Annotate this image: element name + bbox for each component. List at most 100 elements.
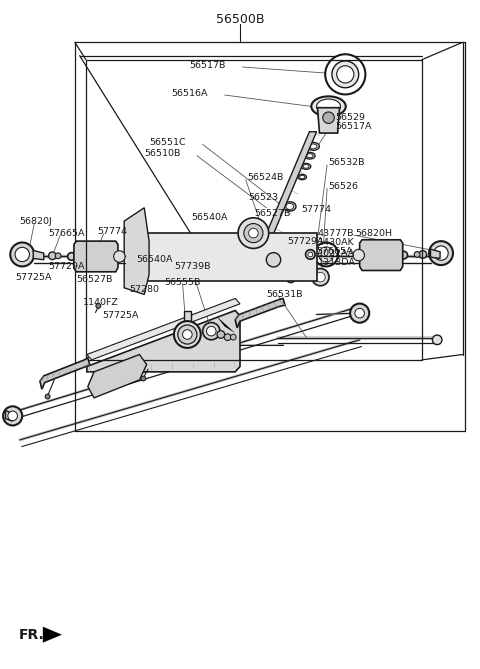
Circle shape bbox=[55, 253, 61, 259]
Circle shape bbox=[3, 406, 22, 425]
Circle shape bbox=[314, 242, 338, 266]
Polygon shape bbox=[318, 108, 339, 133]
Circle shape bbox=[323, 112, 334, 124]
Text: 57725A: 57725A bbox=[102, 311, 139, 320]
Circle shape bbox=[355, 308, 364, 318]
Circle shape bbox=[249, 228, 258, 238]
Ellipse shape bbox=[317, 99, 340, 114]
Circle shape bbox=[114, 251, 125, 262]
Circle shape bbox=[178, 325, 197, 344]
Text: 57739B: 57739B bbox=[174, 262, 210, 271]
Ellipse shape bbox=[307, 154, 313, 158]
Text: 56551C: 56551C bbox=[150, 138, 186, 147]
Ellipse shape bbox=[310, 144, 317, 149]
Circle shape bbox=[182, 330, 192, 339]
Circle shape bbox=[206, 326, 216, 336]
Circle shape bbox=[45, 394, 50, 399]
Polygon shape bbox=[43, 627, 62, 643]
Text: 57729A: 57729A bbox=[48, 262, 85, 271]
Circle shape bbox=[288, 276, 293, 280]
Text: 56500B: 56500B bbox=[216, 13, 264, 26]
Text: 56532B: 56532B bbox=[328, 158, 365, 167]
Ellipse shape bbox=[312, 96, 346, 116]
Polygon shape bbox=[183, 311, 191, 334]
Text: 57729A: 57729A bbox=[287, 237, 324, 246]
Text: 56526: 56526 bbox=[328, 182, 359, 191]
Circle shape bbox=[308, 252, 313, 257]
Text: 57774: 57774 bbox=[301, 205, 331, 213]
Circle shape bbox=[272, 270, 277, 276]
Circle shape bbox=[419, 251, 427, 258]
Circle shape bbox=[203, 322, 220, 340]
Text: 56527B: 56527B bbox=[76, 276, 113, 284]
Circle shape bbox=[429, 241, 453, 265]
Polygon shape bbox=[124, 208, 149, 294]
Circle shape bbox=[325, 54, 365, 94]
Circle shape bbox=[278, 271, 288, 280]
Circle shape bbox=[8, 411, 17, 421]
Text: 1022AA: 1022AA bbox=[318, 249, 355, 258]
Circle shape bbox=[269, 268, 280, 279]
Text: 56524B: 56524B bbox=[247, 173, 284, 182]
Text: 57665A: 57665A bbox=[48, 229, 85, 237]
Text: 56555B: 56555B bbox=[164, 278, 201, 287]
Circle shape bbox=[281, 274, 286, 278]
Circle shape bbox=[296, 274, 301, 278]
Text: FR.: FR. bbox=[19, 628, 45, 642]
Text: 56516A: 56516A bbox=[171, 88, 207, 98]
Circle shape bbox=[332, 61, 359, 88]
Polygon shape bbox=[88, 355, 147, 398]
Text: 56517A: 56517A bbox=[336, 122, 372, 131]
Circle shape bbox=[238, 218, 269, 248]
Ellipse shape bbox=[286, 203, 294, 209]
Text: 56540A: 56540A bbox=[137, 256, 173, 264]
Text: 56527B: 56527B bbox=[254, 209, 291, 217]
Circle shape bbox=[217, 330, 225, 339]
Circle shape bbox=[244, 223, 263, 243]
Polygon shape bbox=[5, 411, 12, 421]
Circle shape bbox=[350, 304, 369, 322]
Circle shape bbox=[68, 253, 75, 260]
Circle shape bbox=[294, 271, 303, 280]
Ellipse shape bbox=[298, 175, 307, 180]
Circle shape bbox=[319, 247, 334, 262]
Polygon shape bbox=[360, 240, 403, 270]
Polygon shape bbox=[74, 241, 118, 272]
Text: 1140FZ: 1140FZ bbox=[83, 298, 119, 307]
Circle shape bbox=[306, 250, 315, 260]
Polygon shape bbox=[87, 298, 240, 360]
Polygon shape bbox=[40, 358, 90, 389]
Ellipse shape bbox=[301, 163, 311, 169]
Circle shape bbox=[432, 335, 442, 345]
Circle shape bbox=[224, 334, 231, 341]
Text: 56531B: 56531B bbox=[266, 290, 303, 299]
Circle shape bbox=[174, 321, 201, 348]
Circle shape bbox=[96, 304, 101, 308]
Ellipse shape bbox=[300, 175, 305, 179]
Text: 1430AK: 1430AK bbox=[318, 238, 354, 247]
Circle shape bbox=[336, 66, 354, 83]
Text: 57725A: 57725A bbox=[15, 274, 51, 282]
Text: 43777B: 43777B bbox=[318, 229, 354, 237]
Text: 56820H: 56820H bbox=[355, 229, 392, 237]
Polygon shape bbox=[431, 249, 440, 258]
Polygon shape bbox=[216, 316, 235, 333]
Ellipse shape bbox=[305, 153, 315, 159]
Polygon shape bbox=[235, 298, 285, 328]
Text: 56820J: 56820J bbox=[19, 217, 52, 225]
Circle shape bbox=[10, 242, 34, 266]
Text: 56510B: 56510B bbox=[144, 149, 180, 158]
Text: 57280: 57280 bbox=[129, 284, 159, 294]
Circle shape bbox=[353, 250, 364, 261]
Circle shape bbox=[141, 376, 146, 381]
Polygon shape bbox=[87, 310, 240, 372]
Circle shape bbox=[287, 274, 295, 283]
Circle shape bbox=[316, 272, 325, 282]
Circle shape bbox=[400, 252, 408, 259]
Ellipse shape bbox=[303, 165, 309, 168]
Circle shape bbox=[48, 252, 56, 260]
Circle shape bbox=[434, 246, 448, 260]
Polygon shape bbox=[125, 233, 317, 281]
Text: 56540A: 56540A bbox=[191, 213, 228, 222]
Text: 57665A: 57665A bbox=[317, 247, 353, 256]
